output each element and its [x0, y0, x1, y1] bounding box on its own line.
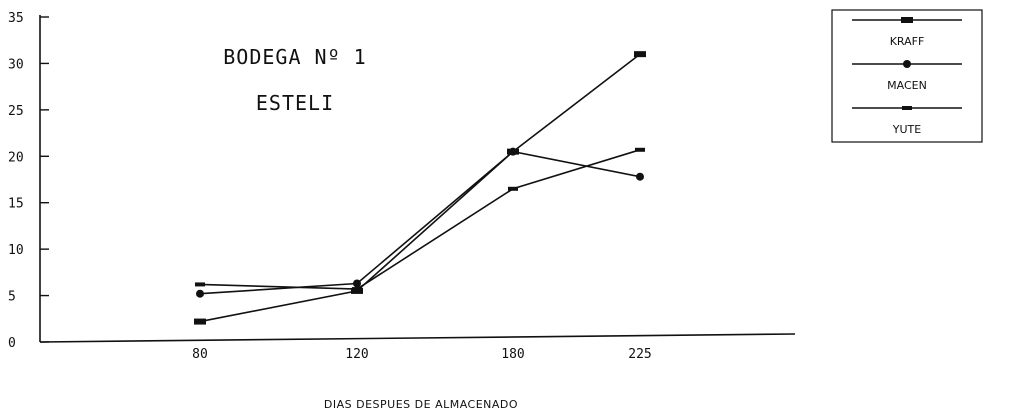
- legend-label: MACEN: [887, 79, 927, 92]
- series-marker: [352, 287, 362, 292]
- chart-title-line-2: ESTELI: [256, 91, 334, 115]
- series-marker: [353, 279, 361, 288]
- x-tick-label: 225: [628, 347, 651, 362]
- x-axis-label: DIAS DESPUES DE ALMACENADO: [324, 398, 518, 411]
- series-marker: [902, 106, 912, 110]
- y-tick-label: 25: [8, 104, 24, 119]
- series-line: [199, 149, 641, 290]
- series-marker: [195, 282, 205, 287]
- series-marker: [508, 186, 518, 191]
- series-marker: [903, 60, 911, 68]
- x-axis-ticks: 80 120 180 225: [192, 347, 652, 362]
- series-marker: [636, 172, 644, 181]
- y-tick-label: 0: [8, 336, 16, 351]
- series-macen: [196, 147, 644, 298]
- y-axis-ticks: 0 5 10 15 20 25 30 35: [8, 11, 49, 351]
- y-tick-label: 35: [8, 11, 24, 26]
- chart-series: [194, 51, 646, 325]
- legend-label: KRAFF: [890, 35, 925, 48]
- x-tick-label: 180: [501, 347, 524, 362]
- series-marker: [634, 51, 646, 58]
- legend-label: YUTE: [892, 123, 921, 136]
- y-tick-label: 30: [8, 57, 24, 72]
- series-line: [199, 53, 641, 323]
- series-yute: [195, 147, 645, 292]
- series-marker: [196, 289, 204, 298]
- y-tick-label: 15: [8, 197, 24, 212]
- series-line: [199, 150, 641, 295]
- x-axis-line: [39, 333, 796, 343]
- x-tick-label: 120: [345, 347, 368, 362]
- y-tick-label: 10: [8, 243, 24, 258]
- chart-axes: [39, 15, 796, 343]
- legend-box: [831, 9, 983, 143]
- series-marker: [194, 318, 206, 325]
- chart-legend: KRAFF MACEN YUTE: [831, 9, 983, 143]
- series-marker: [635, 147, 645, 152]
- series-marker: [509, 147, 517, 156]
- y-tick-label: 20: [8, 150, 24, 165]
- series-marker: [901, 17, 913, 23]
- x-tick-label: 80: [192, 347, 208, 362]
- y-tick-label: 5: [8, 290, 16, 305]
- chart-title-line-1: BODEGA Nº 1: [223, 45, 366, 69]
